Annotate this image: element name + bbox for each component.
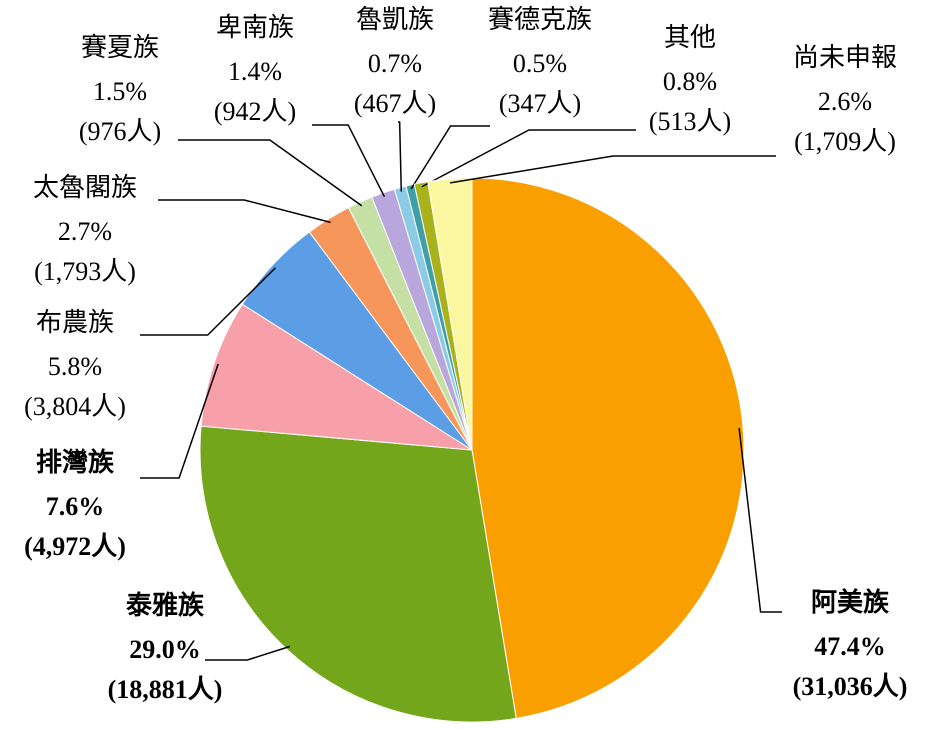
leader-line [739,428,782,612]
count-label: (1,709人) [794,127,896,156]
category-label: 尚未申報 [793,43,897,72]
category-label: 其他 [664,23,716,52]
value-label: 2.6% [818,87,872,116]
pie-slice [472,178,744,718]
leader-line [398,122,401,191]
value-label: 0.8% [663,67,717,96]
category-label: 排灣族 [36,447,115,477]
count-label: (31,036人) [793,672,908,701]
category-label: 魯凱族 [356,5,434,34]
count-label: (4,972人) [24,532,126,561]
leader-line [312,125,384,197]
value-label: 0.7% [368,49,422,78]
chart: 阿美族 47.4% (31,036人) 泰雅族 29.0% (18,881人) 排灣族 7.6… [0,0,930,729]
count-label: (942人) [214,97,296,126]
value-label: 0.5% [513,49,567,78]
count-label: (513人) [649,107,731,136]
value-label: 1.5% [93,77,147,106]
count-label: (347人) [499,89,581,118]
count-label: (3,804人) [24,392,126,421]
count-label: (976人) [79,117,161,146]
value-label: 7.6% [46,492,105,521]
category-label: 太魯閣族 [33,173,137,202]
value-label: 1.4% [228,57,282,86]
value-label: 2.7% [58,217,112,246]
value-label: 5.8% [48,352,102,381]
category-label: 泰雅族 [126,590,205,620]
category-label: 阿美族 [811,587,890,617]
count-label: (1,793人) [34,257,136,286]
pie-slice [200,426,516,722]
value-label: 29.0% [129,635,201,664]
leader-line [158,200,331,222]
count-label: (467人) [354,89,436,118]
value-label: 47.4% [814,632,886,661]
count-label: (18,881人) [108,675,223,704]
category-label: 卑南族 [216,13,294,42]
leader-line [205,647,290,660]
leader-line [178,140,362,206]
category-label: 布農族 [36,308,114,337]
category-label: 賽夏族 [81,33,159,62]
category-label: 賽德克族 [488,5,592,34]
